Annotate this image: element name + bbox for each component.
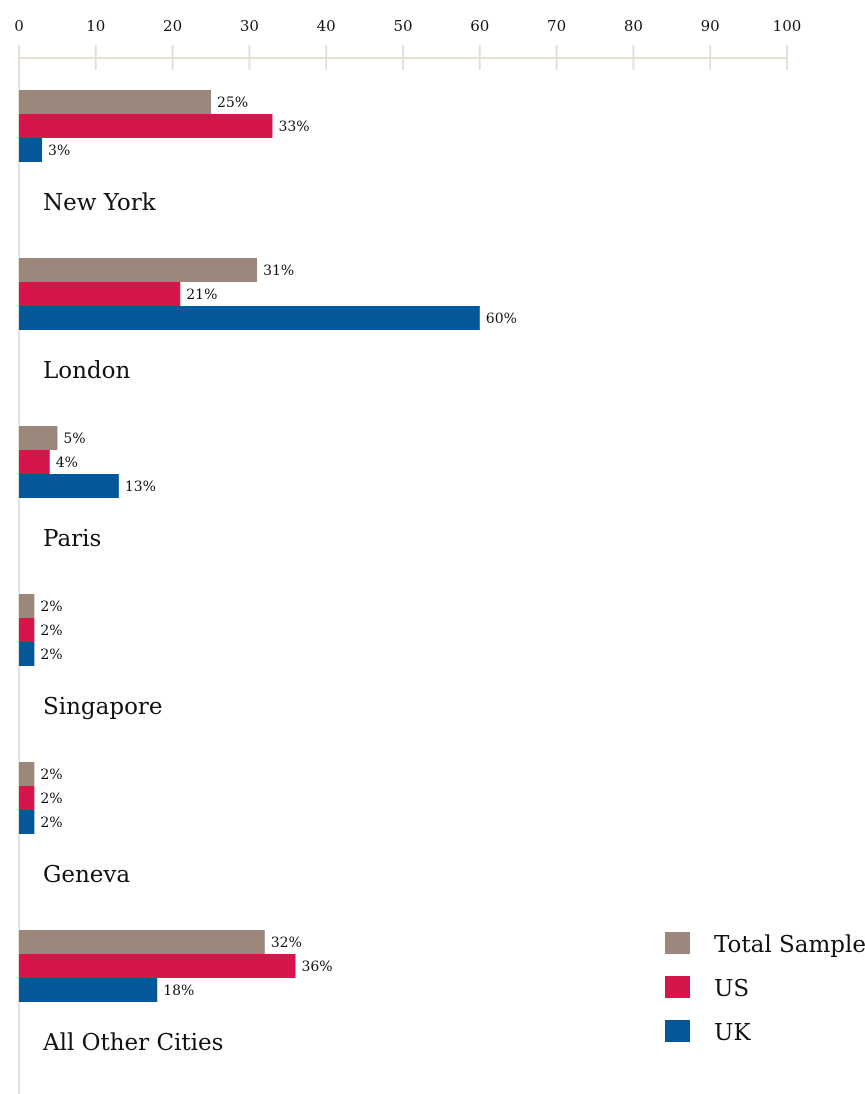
bar xyxy=(19,762,35,786)
data-label: 31% xyxy=(263,263,294,279)
category-label: Paris xyxy=(43,526,101,552)
legend-swatch xyxy=(665,932,690,954)
labels: 25% 33% 3% New York 31% 21% 60% London 5% 4% 13% Pa… xyxy=(40,95,517,1056)
bar xyxy=(19,426,58,450)
bar xyxy=(19,618,35,642)
legend-entry: Total Sample xyxy=(714,932,865,958)
data-label: 4% xyxy=(56,455,78,471)
bar xyxy=(19,90,211,114)
x-tick-label: 30 xyxy=(240,17,259,35)
bar xyxy=(19,114,273,138)
data-label: 2% xyxy=(40,767,62,783)
legend-swatch xyxy=(665,1020,690,1042)
x-tick-label: 100 xyxy=(773,17,802,35)
x-tick-label: 40 xyxy=(317,17,336,35)
category-label: London xyxy=(43,358,131,384)
data-label: 2% xyxy=(40,815,62,831)
data-label: 33% xyxy=(278,119,309,135)
category-label: Geneva xyxy=(43,862,130,888)
bar xyxy=(19,282,181,306)
x-tick-label: 80 xyxy=(624,17,643,35)
bar xyxy=(19,642,35,666)
legend-swatch xyxy=(665,976,690,998)
bar xyxy=(19,594,35,618)
axis: 0 10 20 30 40 50 60 70 80 90 100 xyxy=(14,17,801,1094)
data-label: 2% xyxy=(40,791,62,807)
data-label: 60% xyxy=(486,311,517,327)
bar xyxy=(19,474,119,498)
legend: Total Sample US UK xyxy=(665,932,865,1046)
category-label: Singapore xyxy=(43,694,163,720)
data-label: 2% xyxy=(40,623,62,639)
x-tick-label: 60 xyxy=(470,17,489,35)
legend-entry: UK xyxy=(714,1020,751,1046)
x-tick-label: 0 xyxy=(14,17,24,35)
bar xyxy=(19,138,43,162)
category-label: All Other Cities xyxy=(42,1030,223,1056)
data-label: 21% xyxy=(186,287,217,303)
bars xyxy=(19,90,480,1002)
bar xyxy=(19,810,35,834)
bar xyxy=(19,954,296,978)
x-tick-label: 20 xyxy=(163,17,182,35)
data-label: 5% xyxy=(63,431,85,447)
category-label: New York xyxy=(43,190,157,216)
bar xyxy=(19,306,480,330)
x-tick-label: 10 xyxy=(86,17,105,35)
data-label: 32% xyxy=(271,935,302,951)
bar xyxy=(19,258,258,282)
bar xyxy=(19,978,158,1002)
x-tick-label: 90 xyxy=(701,17,720,35)
data-label: 36% xyxy=(301,959,332,975)
x-tick-label: 70 xyxy=(547,17,566,35)
data-label: 2% xyxy=(40,599,62,615)
bar xyxy=(19,450,50,474)
x-tick-label: 50 xyxy=(393,17,412,35)
data-label: 25% xyxy=(217,95,248,111)
bar xyxy=(19,930,265,954)
data-label: 18% xyxy=(163,983,194,999)
data-label: 13% xyxy=(125,479,156,495)
data-label: 3% xyxy=(48,143,70,159)
legend-entry: US xyxy=(714,976,749,1002)
bar xyxy=(19,786,35,810)
data-label: 2% xyxy=(40,647,62,663)
